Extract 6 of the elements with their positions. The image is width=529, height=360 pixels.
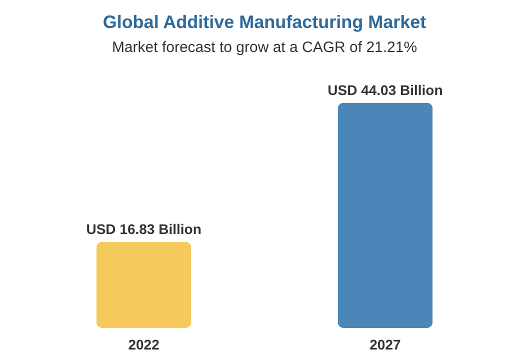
data-label: USD 16.83 Billion bbox=[86, 220, 202, 237]
chart-title: Global Additive Manufacturing Market bbox=[102, 12, 426, 32]
chart-subtitle: Market forecast to grow at a CAGR of 21.21% bbox=[112, 39, 418, 56]
data-label: USD 44.03 Billion bbox=[328, 82, 443, 98]
x-tick-label: 2022 bbox=[128, 336, 160, 352]
x-tick-label: 2027 bbox=[370, 336, 401, 352]
